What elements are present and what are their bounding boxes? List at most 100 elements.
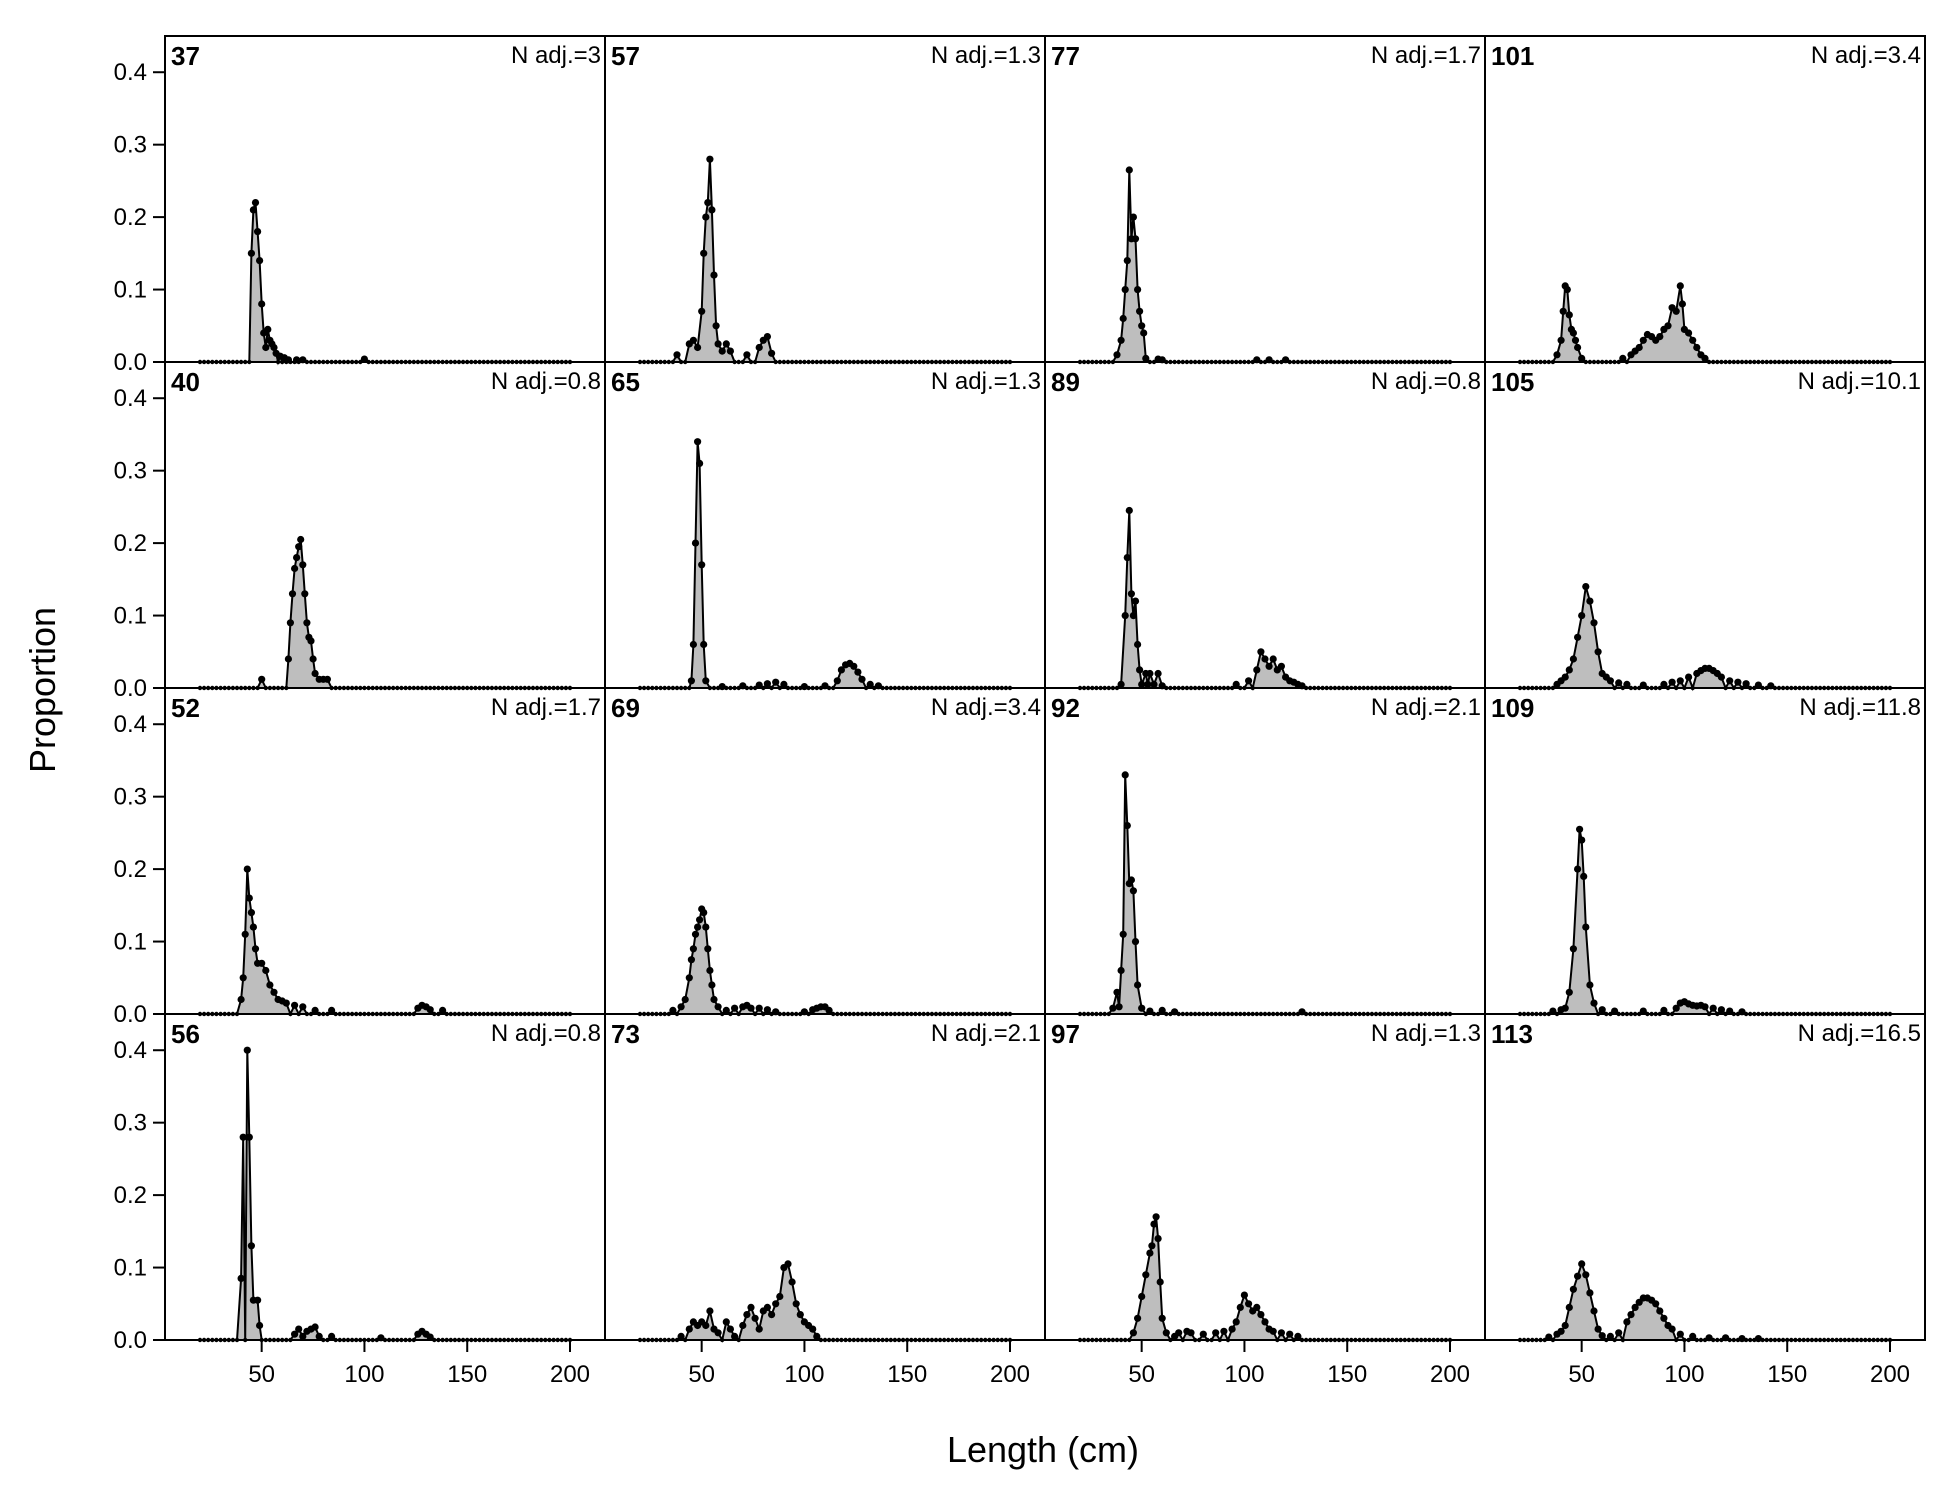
data-point [1676, 1330, 1684, 1338]
proportion-area [1080, 170, 1450, 362]
n-adj-label: N adj.=3.4 [931, 694, 1041, 721]
data-point [1709, 1004, 1717, 1012]
data-point [1726, 1007, 1734, 1015]
data-point [768, 1311, 776, 1319]
x-tick-label: 150 [887, 1361, 927, 1388]
data-point [1545, 1333, 1553, 1341]
data-point [714, 1329, 722, 1337]
data-point [689, 945, 698, 953]
data-point [1125, 166, 1133, 174]
data-point [1228, 1325, 1236, 1333]
data-point [1146, 669, 1154, 678]
data-point [673, 351, 681, 359]
data-point [1734, 678, 1742, 686]
data-point [1598, 1332, 1606, 1340]
panel-40: 40 N adj.=0.8 [171, 367, 601, 691]
data-point [722, 1318, 730, 1326]
data-point [1286, 1330, 1294, 1338]
data-point [1148, 1242, 1156, 1250]
n-adj-label: N adj.=11.8 [1799, 694, 1921, 721]
data-point [311, 1323, 319, 1331]
data-point [1569, 1285, 1577, 1293]
n-adj-label: N adj.=1.3 [1371, 1020, 1481, 1047]
data-point [755, 1325, 763, 1333]
data-point [768, 349, 776, 357]
x-tick-label: 50 [688, 1361, 715, 1388]
data-point [1580, 872, 1588, 881]
data-point [1265, 662, 1273, 670]
panel-frame [1484, 361, 1926, 689]
x-tick-label: 100 [344, 1361, 384, 1388]
data-point [1277, 662, 1285, 670]
data-point [1565, 988, 1573, 996]
y-tick-label: 0.3 [114, 784, 147, 811]
data-point [813, 1332, 821, 1340]
x-tick-label: 100 [1224, 1361, 1264, 1388]
data-point [1127, 876, 1135, 884]
data-point [1113, 351, 1121, 359]
data-point [1142, 354, 1150, 362]
data-point [708, 206, 716, 214]
data-point [1140, 329, 1148, 337]
data-point [772, 678, 780, 686]
data-point [270, 988, 278, 996]
data-point [726, 347, 735, 355]
data-point [249, 923, 257, 931]
n-adj-label: N adj.=1.7 [491, 694, 601, 721]
data-point [743, 1311, 751, 1319]
panel-frame [604, 361, 1046, 689]
data-point [1150, 680, 1158, 689]
data-point [1582, 1271, 1590, 1279]
data-point [1561, 673, 1569, 681]
data-point [747, 1004, 755, 1012]
data-point [691, 539, 700, 547]
data-point [426, 1333, 434, 1341]
data-point [704, 199, 712, 207]
data-point [1569, 655, 1577, 663]
data-point [696, 459, 704, 467]
data-point [677, 1332, 685, 1340]
data-point [426, 1006, 434, 1014]
data-point [681, 995, 689, 1004]
y-tick-label: 0.1 [114, 1255, 147, 1282]
data-point [1557, 336, 1565, 344]
data-point [1138, 1292, 1146, 1301]
data-point [1559, 307, 1567, 315]
data-point [1569, 945, 1577, 953]
data-point [1606, 677, 1614, 685]
data-point [700, 249, 708, 257]
data-point [731, 1332, 739, 1340]
data-point [1557, 1327, 1565, 1335]
y-tick-label: 0.3 [114, 132, 147, 159]
data-point [1154, 1235, 1162, 1243]
data-point [866, 680, 874, 689]
panel-101: 101 N adj.=3.4 [1491, 41, 1921, 365]
data-point [1150, 1220, 1158, 1228]
data-point [743, 351, 751, 359]
data-point [1717, 1006, 1725, 1014]
data-point [1701, 1003, 1709, 1011]
x-tick-label: 100 [1664, 1361, 1704, 1388]
data-point [1232, 1318, 1240, 1326]
data-point [714, 340, 722, 348]
data-point [256, 1321, 264, 1330]
data-point [1131, 597, 1140, 605]
panel-113: 113 N adj.=16.5 [1491, 1019, 1921, 1343]
data-point [1606, 1332, 1614, 1340]
data-point [694, 438, 702, 446]
data-point [1261, 1318, 1269, 1326]
data-point [1553, 351, 1561, 359]
data-point [293, 554, 301, 562]
data-point [1717, 673, 1725, 681]
panel-label: 52 [171, 693, 200, 723]
data-point [1294, 1332, 1302, 1340]
data-point [1156, 1278, 1164, 1286]
y-tick-label: 0.2 [114, 1182, 147, 1209]
data-point [677, 1003, 685, 1011]
data-point [1701, 354, 1709, 362]
data-point [1561, 1321, 1569, 1330]
data-point [307, 637, 315, 645]
data-point [237, 1274, 245, 1282]
data-point [755, 681, 763, 689]
n-adj-label: N adj.=1.3 [931, 368, 1041, 395]
